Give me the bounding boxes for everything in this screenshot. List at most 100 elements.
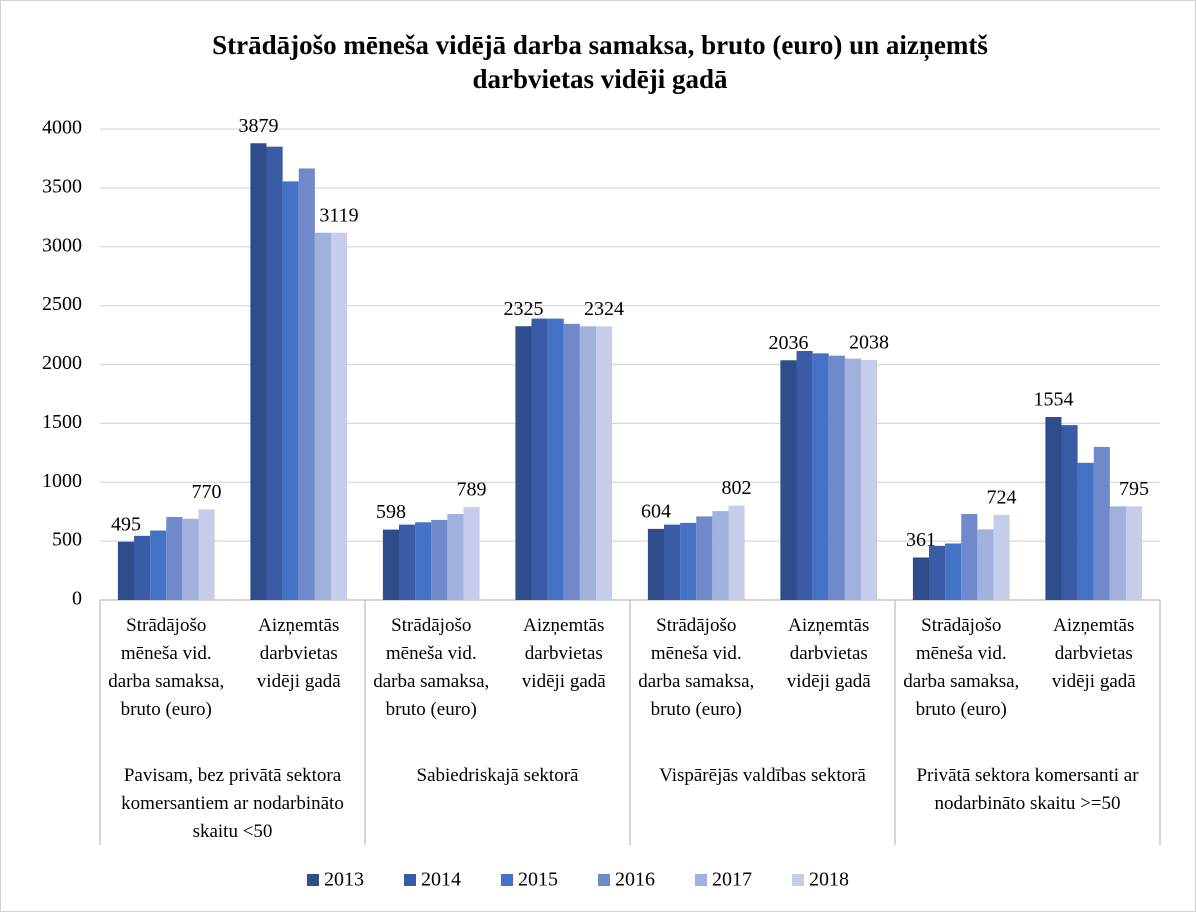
x-tick-label: Strādājošo mēneša vid. darba samaksa, br… [108,615,225,720]
bar [415,522,432,600]
bar [399,524,416,600]
bar [134,535,151,600]
bar [912,557,930,600]
data-label: 789 [457,479,487,501]
y-tick-label: 3500 [42,175,82,197]
bar [531,318,548,600]
y-tick-label: 2500 [42,293,82,315]
x-tick-label: Strādājošo mēneša vid. darba samaksa, br… [373,615,490,720]
bar [282,181,299,600]
y-tick-label: 3000 [42,234,82,256]
bar [796,350,813,600]
x-tick-label: Strādājošo mēneša vid. darba samaksa, br… [903,615,1020,720]
bar [696,516,713,600]
bar [198,509,215,600]
bar [647,528,665,600]
bar [728,505,745,600]
data-label: 361 [906,529,936,551]
bar [431,519,448,600]
y-tick-label: 4000 [42,117,82,139]
data-label: 770 [192,481,222,503]
bar [330,232,348,601]
bar [664,524,681,600]
x-tick-label: Aizņemtās darbvietas vidēji gadā [256,615,341,692]
bar [812,353,829,600]
legend-label: 2013 [324,869,364,891]
bar [314,232,331,601]
bar [961,514,978,600]
x-tick-label: Aizņemtās darbvietas vidēji gadā [1051,615,1136,692]
data-label: 802 [722,477,752,499]
data-label: 724 [987,486,1017,508]
bar [547,318,564,600]
legend-label: 2018 [809,869,849,891]
legend-swatch [404,874,416,886]
group-label: Sabiedriskajā sektorā [416,765,579,786]
bar [463,507,480,600]
legend-label: 2015 [518,869,558,891]
bar [712,511,729,600]
y-tick-label: 1500 [42,411,82,433]
bar [117,541,135,600]
bar [977,529,994,600]
data-label: 495 [111,513,141,535]
bar [993,514,1010,600]
data-label: 2324 [584,298,624,320]
bar [447,514,464,600]
x-tick-label: Aizņemtās darbvietas vidēji gadā [786,615,871,692]
bar [1109,506,1126,600]
bar [579,326,596,600]
chart-title: Strādājošo mēneša vidējā darba samaksa, … [212,30,988,94]
y-tick-label: 1000 [42,470,82,492]
legend-label: 2016 [615,869,655,891]
legend-swatch [501,874,513,886]
bar [150,530,167,600]
data-label: 2036 [768,332,808,354]
x-tick-label: Aizņemtās darbvietas vidēji gadā [521,615,606,692]
y-tick-label: 500 [52,529,82,551]
legend-label: 2017 [712,869,752,891]
data-label: 604 [641,500,671,522]
bar [860,360,878,600]
y-tick-label: 0 [72,588,82,610]
data-label: 2038 [849,332,889,354]
data-label: 3119 [319,204,358,226]
legend-label: 2014 [421,869,461,891]
bar [945,543,962,600]
group-label: Vispārējās valdības sektorā [659,765,866,786]
bar [1077,462,1094,600]
group-label: Pavisam, bez privātā sektora komersantie… [121,765,344,842]
legend-swatch [598,874,610,886]
bar [250,143,267,601]
bar [266,146,283,600]
legend-swatch [695,874,707,886]
bar [298,168,315,601]
group-label: Privātā sektora komersanti ar nodarbināt… [916,765,1139,814]
legend-swatch [792,874,804,886]
bar [1125,506,1143,600]
bar [182,518,199,600]
bar [680,522,697,600]
data-label: 3879 [238,115,278,137]
bar [780,360,797,600]
bar [166,516,183,600]
bar [844,358,861,600]
x-tick-label: Strādājošo mēneša vid. darba samaksa, br… [638,615,755,720]
bar [563,323,580,600]
data-label: 2325 [503,298,543,320]
bar [1045,417,1062,600]
bar [595,326,613,600]
data-label: 1554 [1033,389,1073,411]
bar [382,529,400,600]
bar [1061,425,1078,600]
bar [515,326,532,600]
data-label: 795 [1119,478,1149,500]
y-tick-label: 2000 [42,352,82,374]
bar [929,545,946,600]
data-label: 598 [376,501,406,523]
legend-swatch [307,874,319,886]
bar [828,355,845,600]
bar [1093,446,1110,600]
